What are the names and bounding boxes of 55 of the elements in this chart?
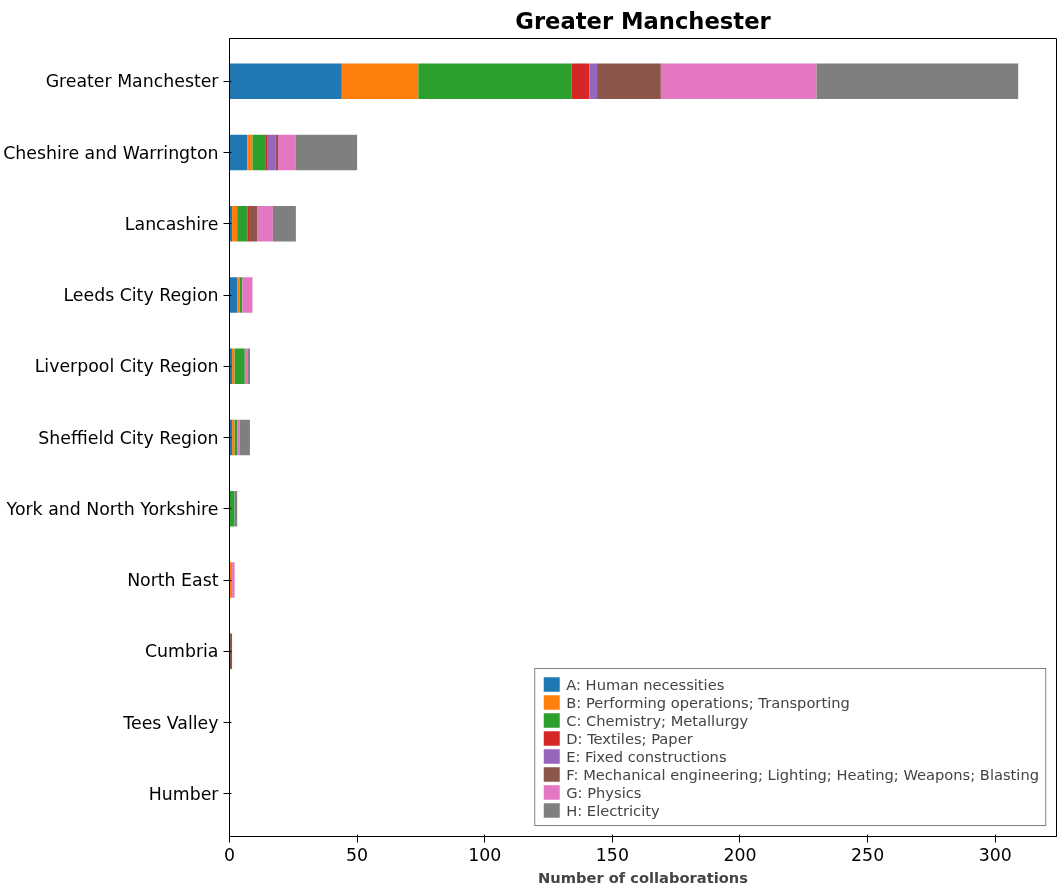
bar xyxy=(229,490,235,527)
bar xyxy=(272,205,296,242)
y-tick-label: Tees Valley xyxy=(122,712,219,733)
bar xyxy=(267,134,276,171)
y-tick-label: Humber xyxy=(148,783,220,804)
bar xyxy=(571,63,590,100)
bar xyxy=(295,134,358,171)
legend-label: H: Electricity xyxy=(566,801,660,819)
bar xyxy=(229,277,238,313)
bar xyxy=(229,134,248,171)
bar xyxy=(278,134,296,171)
legend-label: C: Chemistry; Metallurgy xyxy=(566,711,749,729)
bar xyxy=(229,63,342,100)
legend-label: G: Physics xyxy=(566,783,642,801)
bar xyxy=(816,63,1019,100)
bar xyxy=(249,205,258,242)
bar xyxy=(265,134,268,171)
bar xyxy=(418,63,572,100)
bar xyxy=(247,134,253,171)
bar xyxy=(234,348,245,385)
legend-label: D: Textiles; Paper xyxy=(566,729,693,747)
legend-label: B: Performing operations; Transporting xyxy=(566,693,850,711)
x-tick-label: 200 xyxy=(723,844,757,865)
x-axis-title: Number of collaborations xyxy=(538,868,749,886)
bar xyxy=(597,63,661,100)
bar xyxy=(252,134,266,171)
bar xyxy=(242,277,253,313)
bar xyxy=(275,134,278,171)
x-tick-label: 250 xyxy=(851,844,885,865)
bar xyxy=(341,63,419,100)
legend-label: E: Fixed constructions xyxy=(566,747,727,765)
bar xyxy=(257,205,273,242)
bar xyxy=(247,205,250,242)
y-tick-label: North East xyxy=(127,570,219,590)
y-tick-label: York and North Yorkshire xyxy=(5,498,219,519)
y-tick-label: Leeds City Region xyxy=(63,285,219,305)
y-tick-label: Lancashire xyxy=(124,213,219,234)
y-tick-label: Greater Manchester xyxy=(45,71,220,92)
chart-title: Greater Manchester xyxy=(515,7,772,34)
bar xyxy=(660,63,817,100)
y-tick-label: Cheshire and Warrington xyxy=(3,142,219,163)
bar xyxy=(589,63,598,100)
legend-label: A: Human necessities xyxy=(566,675,725,693)
bar xyxy=(239,419,250,456)
x-tick-label: 50 xyxy=(346,844,369,865)
y-tick-label: Liverpool City Region xyxy=(34,356,219,377)
y-tick-label: Sheffield City Region xyxy=(38,427,219,448)
y-tick-label: Cumbria xyxy=(144,641,219,662)
x-tick-label: 0 xyxy=(223,844,236,865)
legend-label: F: Mechanical engineering; Lighting; Heating; Weapons; Blasting xyxy=(566,765,1039,783)
x-tick-label: 300 xyxy=(978,844,1012,865)
bar xyxy=(237,205,248,242)
x-tick-label: 150 xyxy=(595,844,629,865)
bar xyxy=(232,205,238,242)
x-tick-label: 100 xyxy=(468,844,502,865)
